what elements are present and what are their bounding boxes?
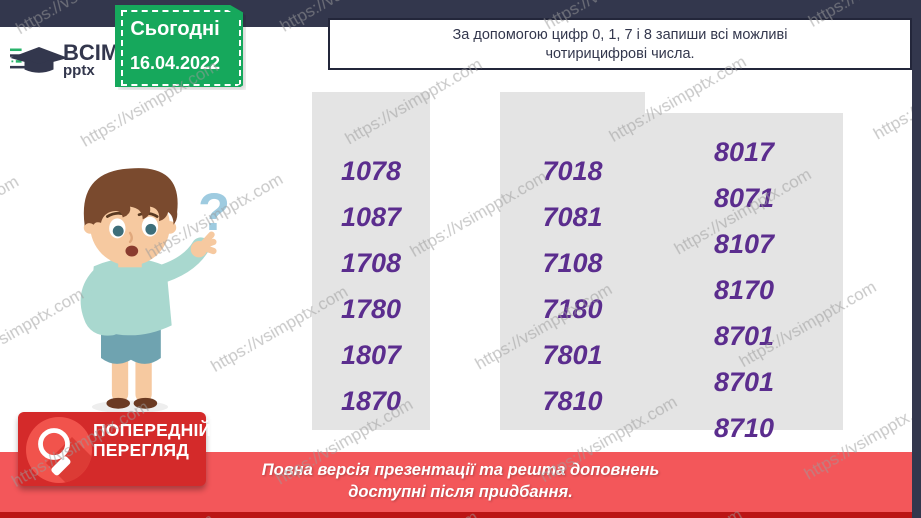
svg-text:?: ? bbox=[198, 183, 230, 242]
